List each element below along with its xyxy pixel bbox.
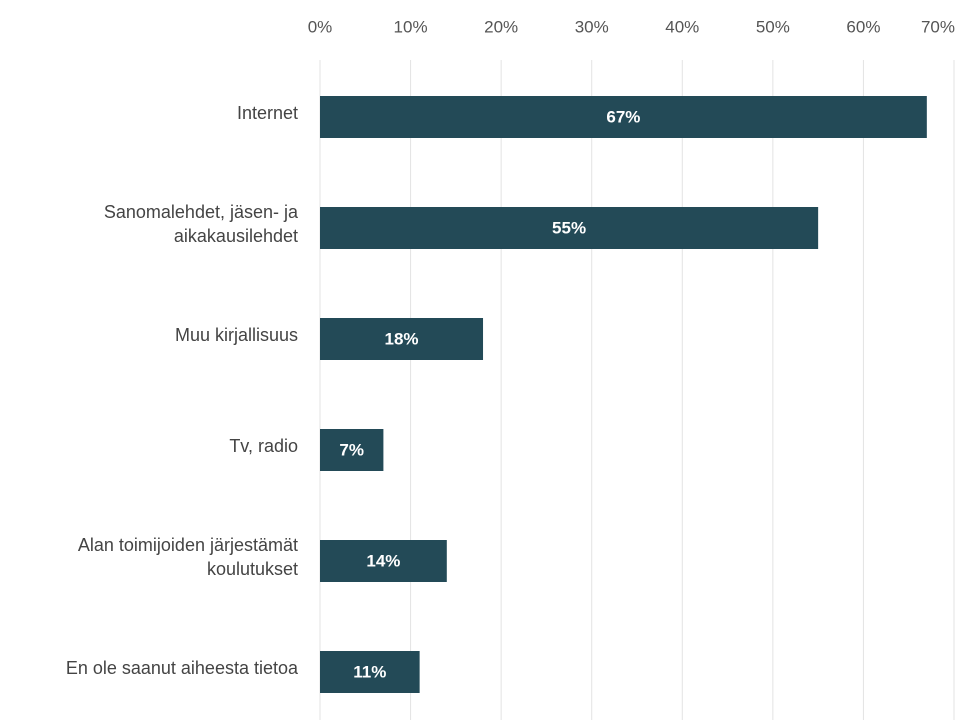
y-tick-label: Internet xyxy=(236,103,298,123)
x-tick-label: 40% xyxy=(665,17,699,36)
x-tick-label: 30% xyxy=(575,17,609,36)
data-label: 11% xyxy=(353,662,386,681)
x-tick-label: 60% xyxy=(846,17,880,36)
y-tick-label: Muu kirjallisuus xyxy=(174,325,298,345)
y-tick-label: Sanomalehdet, jäsen- ja aikakausilehdet xyxy=(103,202,298,246)
x-tick-label: 0% xyxy=(308,17,333,36)
data-label: 18% xyxy=(384,329,418,348)
bar xyxy=(320,540,447,582)
x-tick-label: 10% xyxy=(394,17,428,36)
bar xyxy=(320,96,927,138)
y-tick-label: En ole saanut aiheesta tietoa xyxy=(65,658,298,678)
x-tick-label: 20% xyxy=(484,17,518,36)
bar xyxy=(320,207,819,249)
data-label: 14% xyxy=(366,551,400,570)
data-label: 7% xyxy=(339,440,364,459)
y-tick-label: Tv, radio xyxy=(229,436,298,456)
bar xyxy=(320,429,384,471)
data-label: 67% xyxy=(606,107,640,126)
bar xyxy=(320,318,484,360)
x-tick-label: 50% xyxy=(756,17,790,36)
bar xyxy=(320,651,420,693)
x-tick-label: 70% xyxy=(921,17,955,36)
data-label: 55% xyxy=(552,218,586,237)
y-tick-label: Alan toimijoiden järjestämät koulutukset xyxy=(77,535,298,579)
